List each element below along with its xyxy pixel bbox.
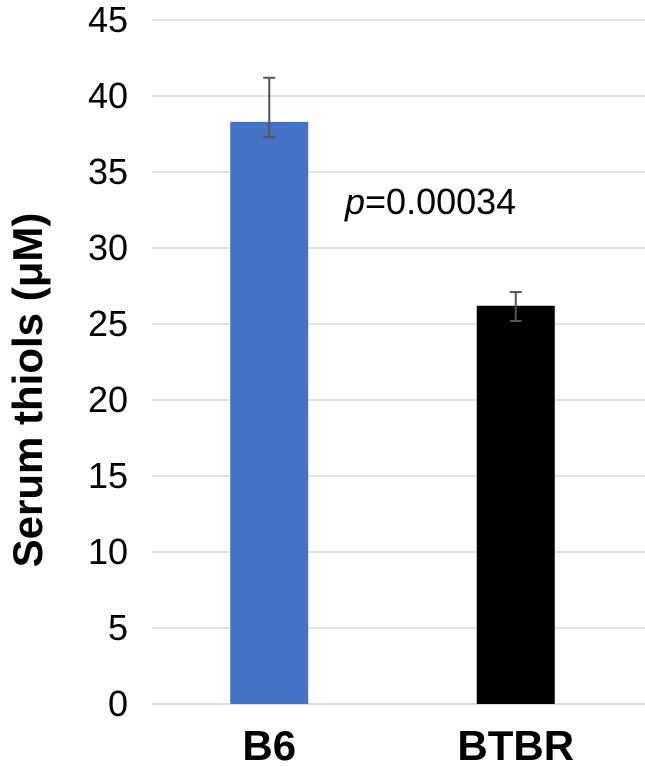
y-tick-label: 30 — [88, 227, 128, 268]
y-tick-label: 40 — [88, 75, 128, 116]
error-bars — [263, 76, 522, 322]
x-axis-category-labels: B6 BTBR — [242, 722, 574, 766]
y-tick-label: 35 — [88, 151, 128, 192]
p-value: =0.00034 — [365, 181, 516, 222]
p-value-annotation: p=0.00034 — [344, 181, 516, 222]
x-category-label: B6 — [242, 722, 296, 766]
y-tick-label: 45 — [88, 0, 128, 40]
y-tick-label: 10 — [88, 531, 128, 572]
p-symbol: p — [344, 181, 365, 222]
error-bar-b6 — [263, 76, 276, 139]
y-axis-title: Serum thiols (μM) — [4, 213, 51, 568]
y-tick-label: 20 — [88, 379, 128, 420]
y-tick-label: 15 — [88, 455, 128, 496]
bar-btbr — [476, 305, 555, 704]
y-tick-label: 25 — [88, 303, 128, 344]
y-axis-tick-labels: 0 5 10 15 20 25 30 35 40 45 — [88, 0, 128, 724]
bar-b6 — [230, 121, 309, 705]
y-tick-label: 0 — [108, 683, 128, 724]
x-category-label: BTBR — [457, 722, 574, 766]
bars — [230, 121, 555, 705]
gridlines — [152, 19, 645, 629]
y-tick-label: 5 — [108, 607, 128, 648]
error-bar-btbr — [509, 291, 522, 322]
